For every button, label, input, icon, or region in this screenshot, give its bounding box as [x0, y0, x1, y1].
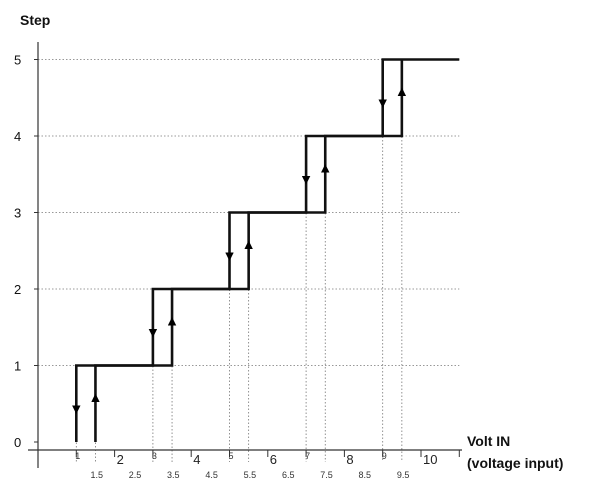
x-tick-label: 10: [423, 452, 437, 467]
axis-ticks: 0 1 2 3 4 5 2 4 6 8 10 1 1.5 2.5 3 3.5 4.5 5 5.5 6.5 7 7.5 8.5…: [14, 53, 460, 480]
x-tick-sublabel: 4.5: [205, 470, 218, 480]
x-tick-sublabel: 1.5: [90, 470, 103, 480]
x-tick-label: 8: [346, 452, 353, 467]
x-tick-sublabel: 2.5: [129, 470, 142, 480]
x-tick-label: 6: [270, 452, 277, 467]
y-tick-label: 4: [14, 129, 21, 144]
transition-arrows: [72, 87, 407, 414]
y-tick-label: 0: [14, 435, 21, 450]
y-tick-label: 3: [14, 206, 21, 221]
x-tick-sublabel: 6.5: [282, 470, 295, 480]
x-tick-sublabel: 3.5: [167, 470, 180, 480]
y-tick-label: 2: [14, 282, 21, 297]
x-tick-sublabel: 3: [152, 451, 157, 461]
x-tick-label: 4: [193, 452, 200, 467]
y-axis-title: Step: [20, 12, 50, 28]
x-tick-label: 2: [117, 452, 124, 467]
x-axis-title: Volt IN: [467, 433, 510, 449]
x-tick-sublabel: 1: [75, 451, 80, 461]
series: [75, 58, 460, 442]
y-tick-label: 1: [14, 359, 21, 374]
x-axis-subtitle: (voltage input): [467, 455, 563, 471]
x-tick-sublabel: 5: [229, 451, 234, 461]
x-tick-sublabel: 9: [382, 451, 387, 461]
x-tick-sublabel: 5.5: [244, 470, 257, 480]
axes: [28, 42, 462, 468]
x-tick-sublabel: 7: [305, 451, 310, 461]
x-tick-sublabel: 8.5: [359, 470, 372, 480]
x-tick-sublabel: 7.5: [320, 470, 333, 480]
y-tick-label: 5: [14, 53, 21, 68]
x-tick-sublabel: 9.5: [397, 470, 410, 480]
